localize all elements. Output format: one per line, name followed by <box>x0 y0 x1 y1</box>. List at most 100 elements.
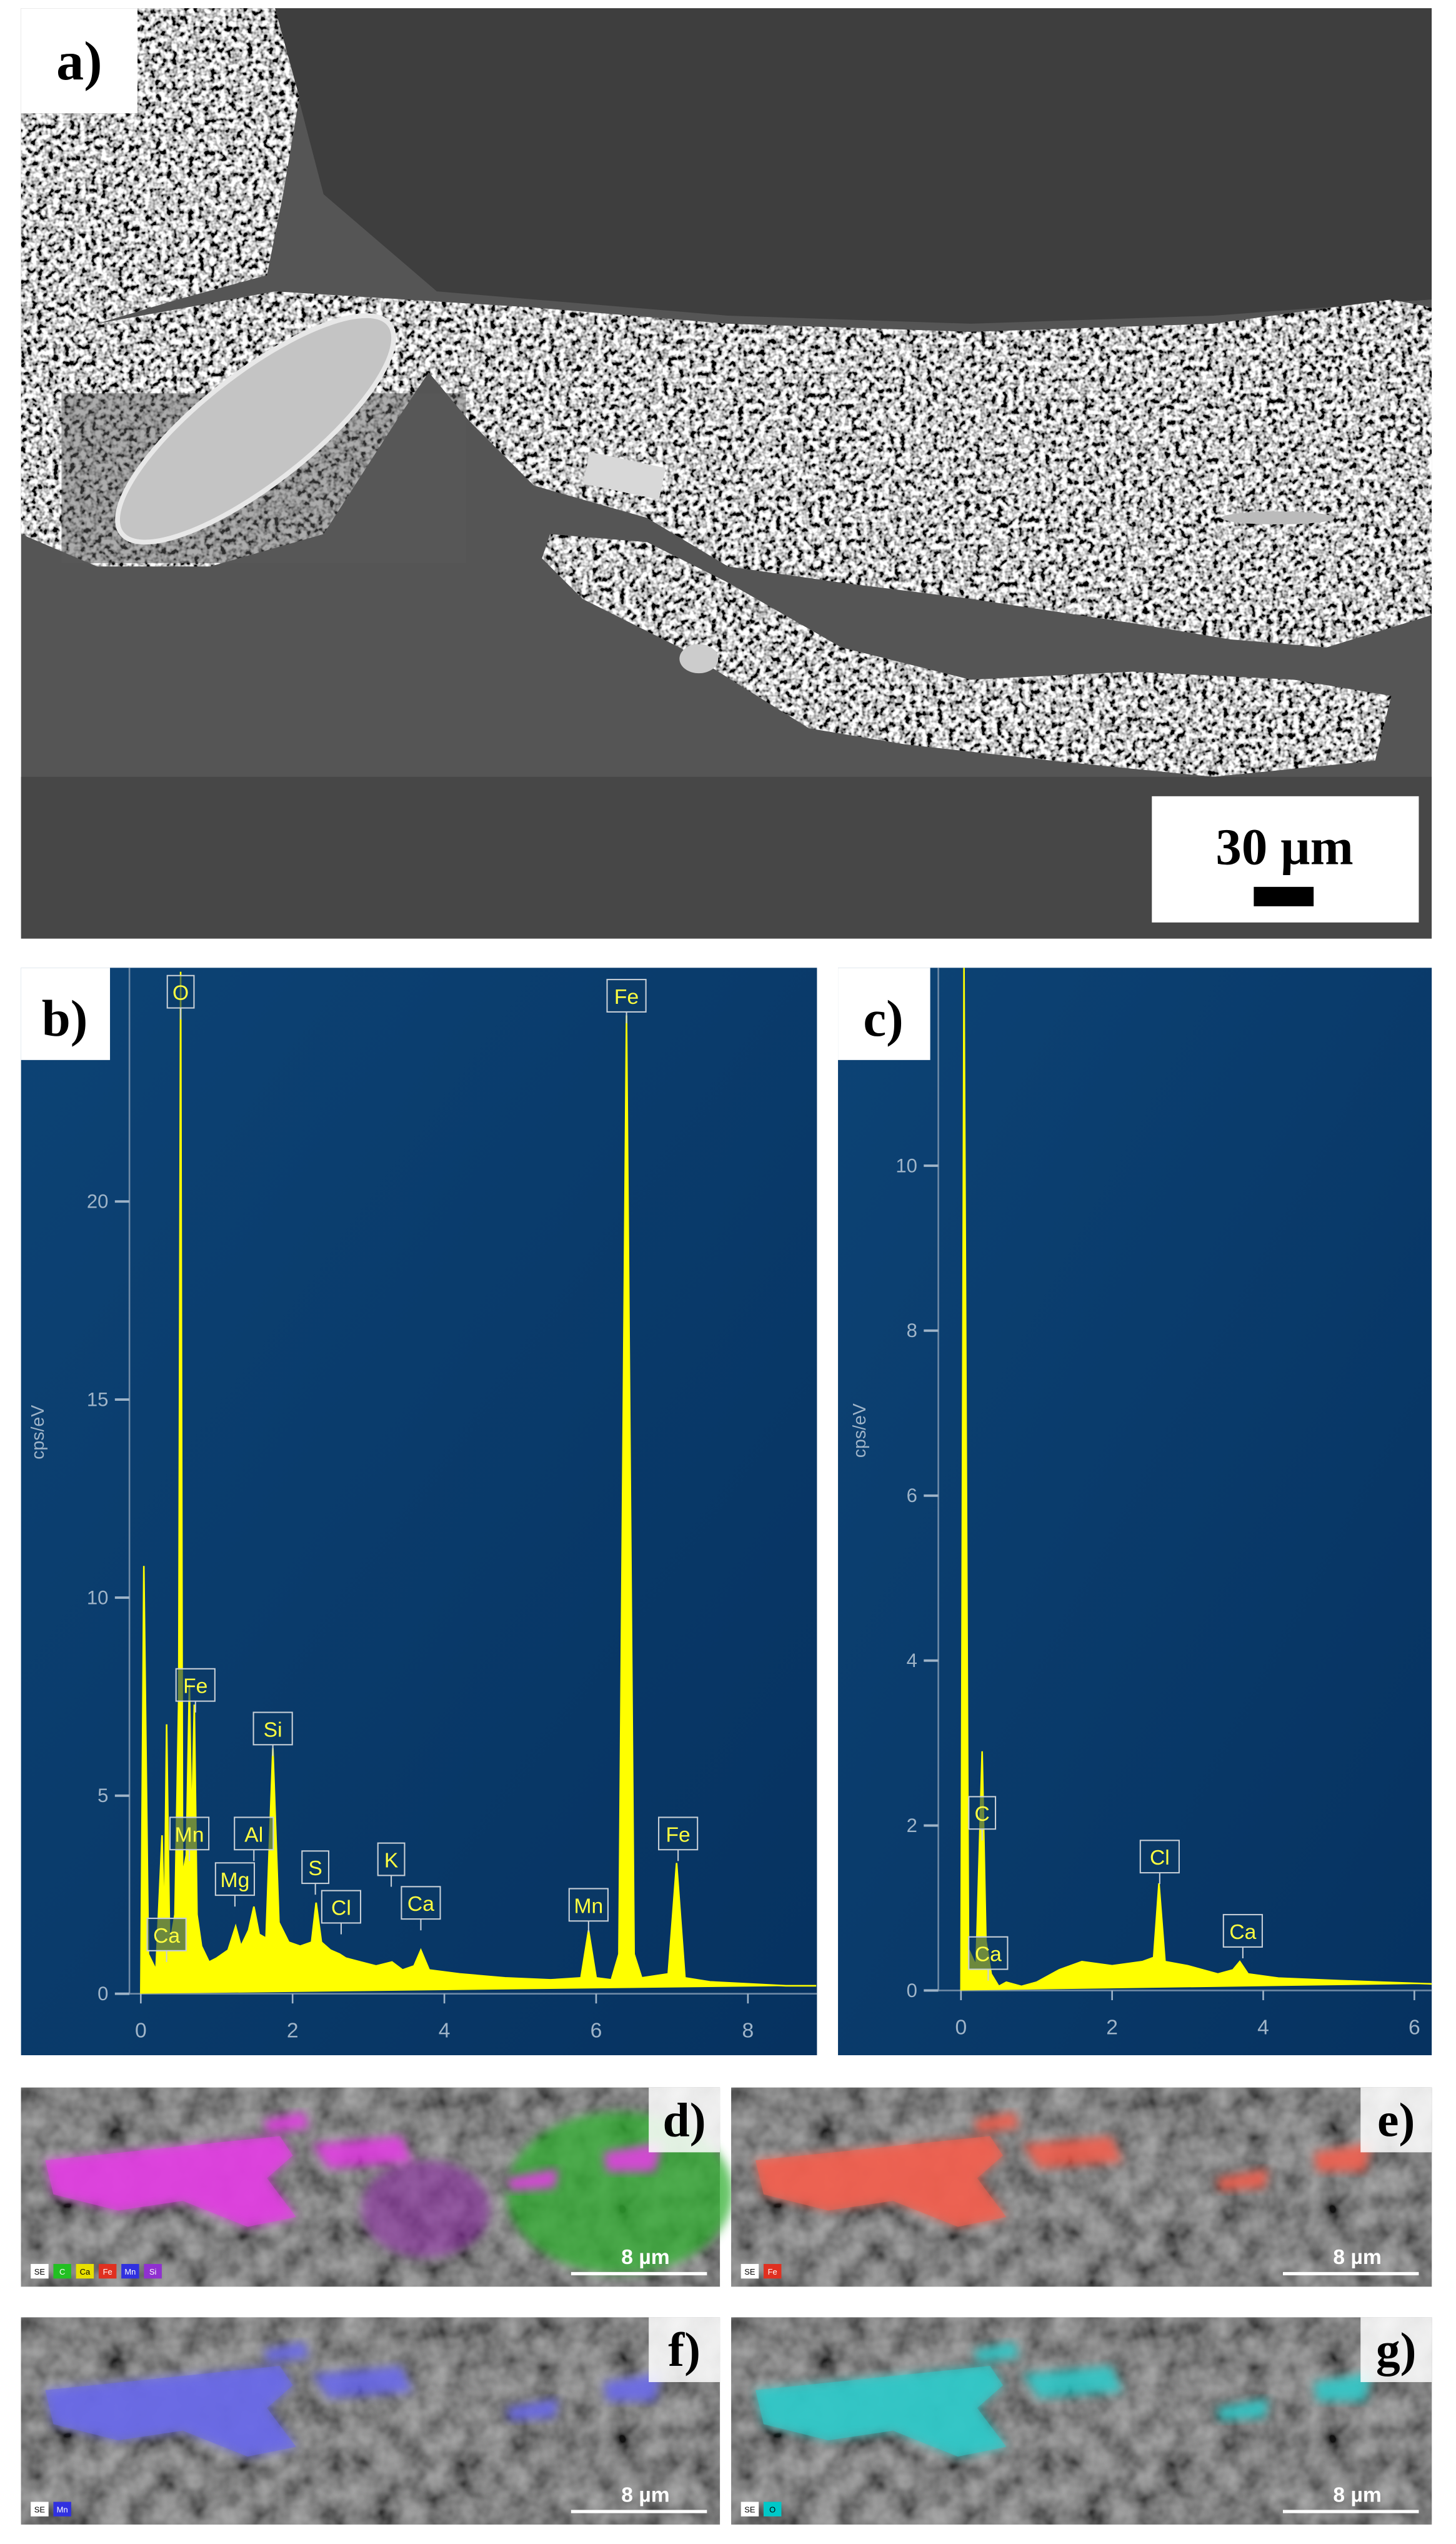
scale-bar-label: 8 µm <box>1333 2484 1381 2507</box>
y-tick-label: 10 <box>895 1154 917 1176</box>
peak-label-box <box>146 1918 187 1951</box>
sem-grain <box>1221 511 1335 524</box>
map-signal <box>45 2366 296 2457</box>
spectrum-background <box>838 968 1432 2056</box>
peak-label: S <box>308 1857 322 1880</box>
sem-particles <box>21 8 299 340</box>
sem-grain <box>679 644 719 674</box>
y-tick-label: 10 <box>87 1586 109 1608</box>
peak-label: Mn <box>175 1823 204 1846</box>
peak-label-box <box>321 1890 362 1924</box>
y-tick-label: 8 <box>907 1320 917 1341</box>
legend-chip <box>144 2263 162 2279</box>
sem-resin <box>275 8 1432 324</box>
legend-label: Fe <box>103 2267 112 2276</box>
legend-chip <box>98 2263 117 2279</box>
scale-bar <box>1254 886 1314 906</box>
panel-label-box <box>649 2317 721 2382</box>
map-signal <box>1022 2366 1123 2398</box>
scale-bar-label: 8 µm <box>621 2484 669 2507</box>
peak-label-box <box>214 1862 256 1896</box>
panel-label-box <box>1360 2317 1432 2382</box>
spectrum-c: 0 2 4 6 8 10 0 2 4 6 cps/eV C Ca Cl Ca <box>850 968 1432 2039</box>
map-signal <box>1022 2136 1123 2169</box>
spectrum-area <box>140 971 817 1994</box>
y-tick-label: 15 <box>87 1388 109 1410</box>
panel-label-box <box>649 2087 721 2153</box>
y-axis-label: cps/eV <box>28 1405 48 1460</box>
x-tick-label: 4 <box>439 2020 451 2043</box>
peak-label: Cl <box>331 1897 351 1920</box>
peak-label-box <box>568 1888 609 1922</box>
map-signal <box>1314 2372 1372 2402</box>
map-signal <box>506 2168 559 2191</box>
scale-bar-label: 8 µm <box>621 2246 669 2269</box>
panel-label: b) <box>42 989 88 1047</box>
map-signal <box>506 2398 559 2421</box>
x-tick-label: 2 <box>1106 2016 1118 2039</box>
peak-label-box <box>401 1886 441 1920</box>
scale-bar-label: 8 µm <box>1333 2246 1381 2269</box>
map-signal <box>755 2366 1007 2457</box>
peak-label: Al <box>244 1823 263 1846</box>
peak-label: Cl <box>1150 1846 1170 1870</box>
y-axis-label: cps/eV <box>850 1403 870 1458</box>
peak-label: Mg <box>221 1869 250 1892</box>
peak-label-box <box>968 1936 1009 1970</box>
sem-grain <box>583 452 666 500</box>
map-signal <box>603 2372 662 2402</box>
peak-label: Ca <box>407 1893 434 1916</box>
peak-label: Fe <box>666 1823 691 1846</box>
x-tick-label: 2 <box>287 2020 299 2043</box>
spectrum-background <box>21 968 817 2056</box>
x-tick-label: 6 <box>1409 2016 1420 2039</box>
x-tick-label: 8 <box>742 2020 754 2043</box>
peak-label-box <box>166 974 195 1009</box>
peak-label: Si <box>264 1718 282 1741</box>
x-tick-label: 0 <box>135 2020 147 2043</box>
legend-chip <box>740 2501 759 2516</box>
peak-label: K <box>384 1849 399 1872</box>
element-map: f) 8 µm SE Mn <box>21 2317 721 2525</box>
legend-label: Si <box>149 2267 157 2276</box>
panel-label-box <box>838 968 930 1060</box>
peak-label: O <box>172 982 189 1005</box>
peak-label: Mn <box>574 1895 603 1918</box>
y-tick-label: 5 <box>97 1785 108 1806</box>
peak-label-box <box>1222 1914 1263 1948</box>
map-signal <box>263 2111 309 2133</box>
legend-chip <box>53 2501 71 2516</box>
panel-label: a) <box>56 31 102 92</box>
element-maps: d) 8 µm SE C Ca Fe Mn Si e) 8 µm SE Fe f) 8 µm SE Mn g) 8… <box>21 2087 1432 2525</box>
peak-label: Ca <box>153 1925 180 1948</box>
peak-label: C <box>975 1803 990 1826</box>
map-signal <box>755 2136 1007 2227</box>
map-signal <box>1314 2142 1372 2172</box>
peak-label-box <box>1139 1840 1180 1874</box>
peak-label-box <box>606 979 647 1013</box>
element-map: d) 8 µm SE C Ca Fe Mn Si <box>21 2087 733 2287</box>
panel-label: d) <box>663 2093 706 2146</box>
legend-chip <box>31 2501 49 2516</box>
legend-chip <box>763 2501 782 2516</box>
peak-label: Ca <box>1229 1921 1256 1944</box>
legend-label: SE <box>34 2267 46 2276</box>
peak-label: Fe <box>614 986 639 1009</box>
peak-label-box <box>175 1668 216 1702</box>
peak-label-box <box>301 1850 330 1885</box>
y-tick-label: 20 <box>87 1191 109 1213</box>
element-map: e) 8 µm SE Fe <box>731 2087 1432 2287</box>
panel-label: f) <box>668 2323 701 2376</box>
panel-label: c) <box>863 989 903 1047</box>
legend-chip <box>31 2263 49 2279</box>
sem-particles <box>542 534 1392 777</box>
legend-label: SE <box>744 2267 755 2276</box>
map-signal <box>312 2136 413 2169</box>
map-signal <box>974 2341 1019 2363</box>
peak-label-box <box>252 1711 293 1746</box>
y-tick-label: 6 <box>907 1485 917 1506</box>
element-map: g) 8 µm SE O <box>731 2317 1432 2525</box>
legend-label: C <box>59 2267 65 2276</box>
